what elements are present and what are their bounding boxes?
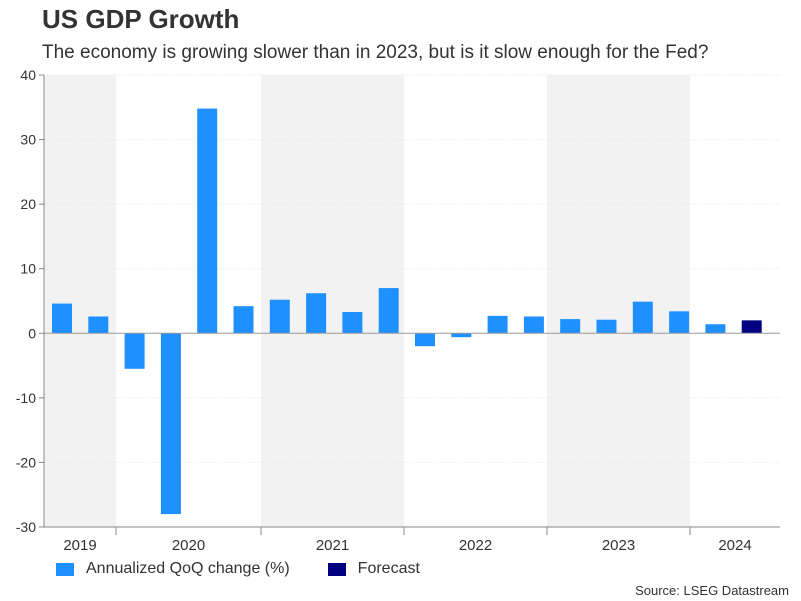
bar-2021-Q4 [378,288,399,334]
x-tick-label-2022: 2022 [459,537,492,554]
bar-2020-Q2 [160,333,181,515]
legend-swatch-actual [56,562,74,576]
x-tick-label-2024: 2024 [718,537,751,554]
bar-2023-Q1 [560,319,581,334]
chart-subtitle: The economy is growing slower than in 20… [42,42,709,63]
bar-2024-Q2 [741,320,762,334]
bar-2021-Q2 [306,293,327,334]
bar-2023-Q3 [632,301,653,334]
bar-2022-Q4 [523,316,544,334]
legend-item-forecast: Forecast [327,560,420,578]
y-tick-label--10: -10 [16,390,36,406]
x-tick-label-2023: 2023 [602,537,635,554]
bar-2020-Q3 [197,108,218,334]
y-tick-label--20: -20 [16,454,36,470]
x-tick-label-2019: 2019 [63,537,96,554]
bar-2021-Q1 [269,299,290,334]
y-tick-labels: -30 -20 -10 0 10 20 30 40 [16,67,36,535]
bar-2024-Q1 [705,324,726,334]
bar-2021-Q3 [342,311,363,334]
y-tick-label-10: 10 [20,261,36,277]
y-tick-label--30: -30 [16,519,36,535]
bar-2019-Q2 [52,303,72,334]
legend-label-forecast: Forecast [357,560,420,577]
chart-title: US GDP Growth [42,4,240,34]
year-band-2023 [547,75,690,527]
x-tick-label-2020: 2020 [172,537,205,554]
y-tick-label-20: 20 [20,196,36,212]
legend: Annualized QoQ change (%) Forecast [56,560,458,578]
legend-label-actual: Annualized QoQ change (%) [86,560,290,577]
source-note: Source: LSEG Datastream [635,583,789,598]
y-tick-label-40: 40 [20,67,36,83]
x-tick-label-2021: 2021 [316,537,349,554]
year-bands [44,75,690,527]
y-tick-label-30: 30 [20,132,36,148]
year-band-2019 [44,75,116,527]
bar-2022-Q2 [451,333,472,338]
bar-2019-Q4 [88,316,109,334]
bar-2023-Q4 [669,311,690,334]
bar-2020-Q4 [233,306,254,334]
x-tick-labels: 2019 2020 2021 2022 2023 2024 [63,537,751,554]
bar-2023-Q2 [596,319,617,334]
bars [52,108,762,515]
legend-item-actual: Annualized QoQ change (%) [56,560,290,578]
bar-2020-Q1 [124,333,145,369]
bar-2022-Q1 [415,333,435,347]
y-tick-label-0: 0 [28,325,36,341]
legend-swatch-forecast [327,562,346,576]
axes [39,74,780,535]
bar-2022-Q3 [487,315,508,334]
